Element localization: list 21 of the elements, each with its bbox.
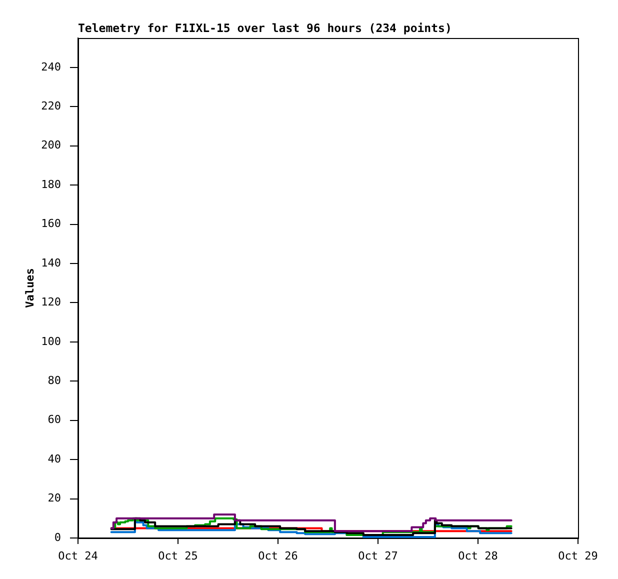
y-tick-label: 0 (54, 530, 61, 544)
y-tick-label: 200 (41, 138, 61, 152)
y-tick-label: 40 (48, 452, 61, 466)
y-tick-label: 140 (41, 256, 61, 270)
y-tick-label: 120 (41, 296, 61, 309)
y-tick-label: 180 (41, 178, 61, 191)
x-tick-label: Oct 29 (558, 549, 598, 562)
chart-title: Telemetry for F1IXL-15 over last 96 hours (234 points) (78, 21, 452, 36)
y-tick-label: 160 (41, 217, 61, 230)
y-tick-label: 240 (41, 60, 61, 74)
y-tick-label: 100 (41, 334, 61, 348)
y-axis-title: Values (23, 268, 36, 308)
y-tick-label: 60 (48, 413, 61, 426)
x-tick-label: Oct 24 (58, 549, 98, 562)
x-tick-label: Oct 26 (258, 549, 298, 562)
y-tick-label: 220 (41, 99, 61, 112)
y-tick-label: 80 (48, 374, 61, 387)
y-tick-label: 20 (48, 492, 61, 505)
x-tick-label: Oct 27 (358, 549, 398, 562)
x-tick-label: Oct 25 (158, 549, 198, 562)
x-tick-label: Oct 28 (458, 549, 498, 562)
